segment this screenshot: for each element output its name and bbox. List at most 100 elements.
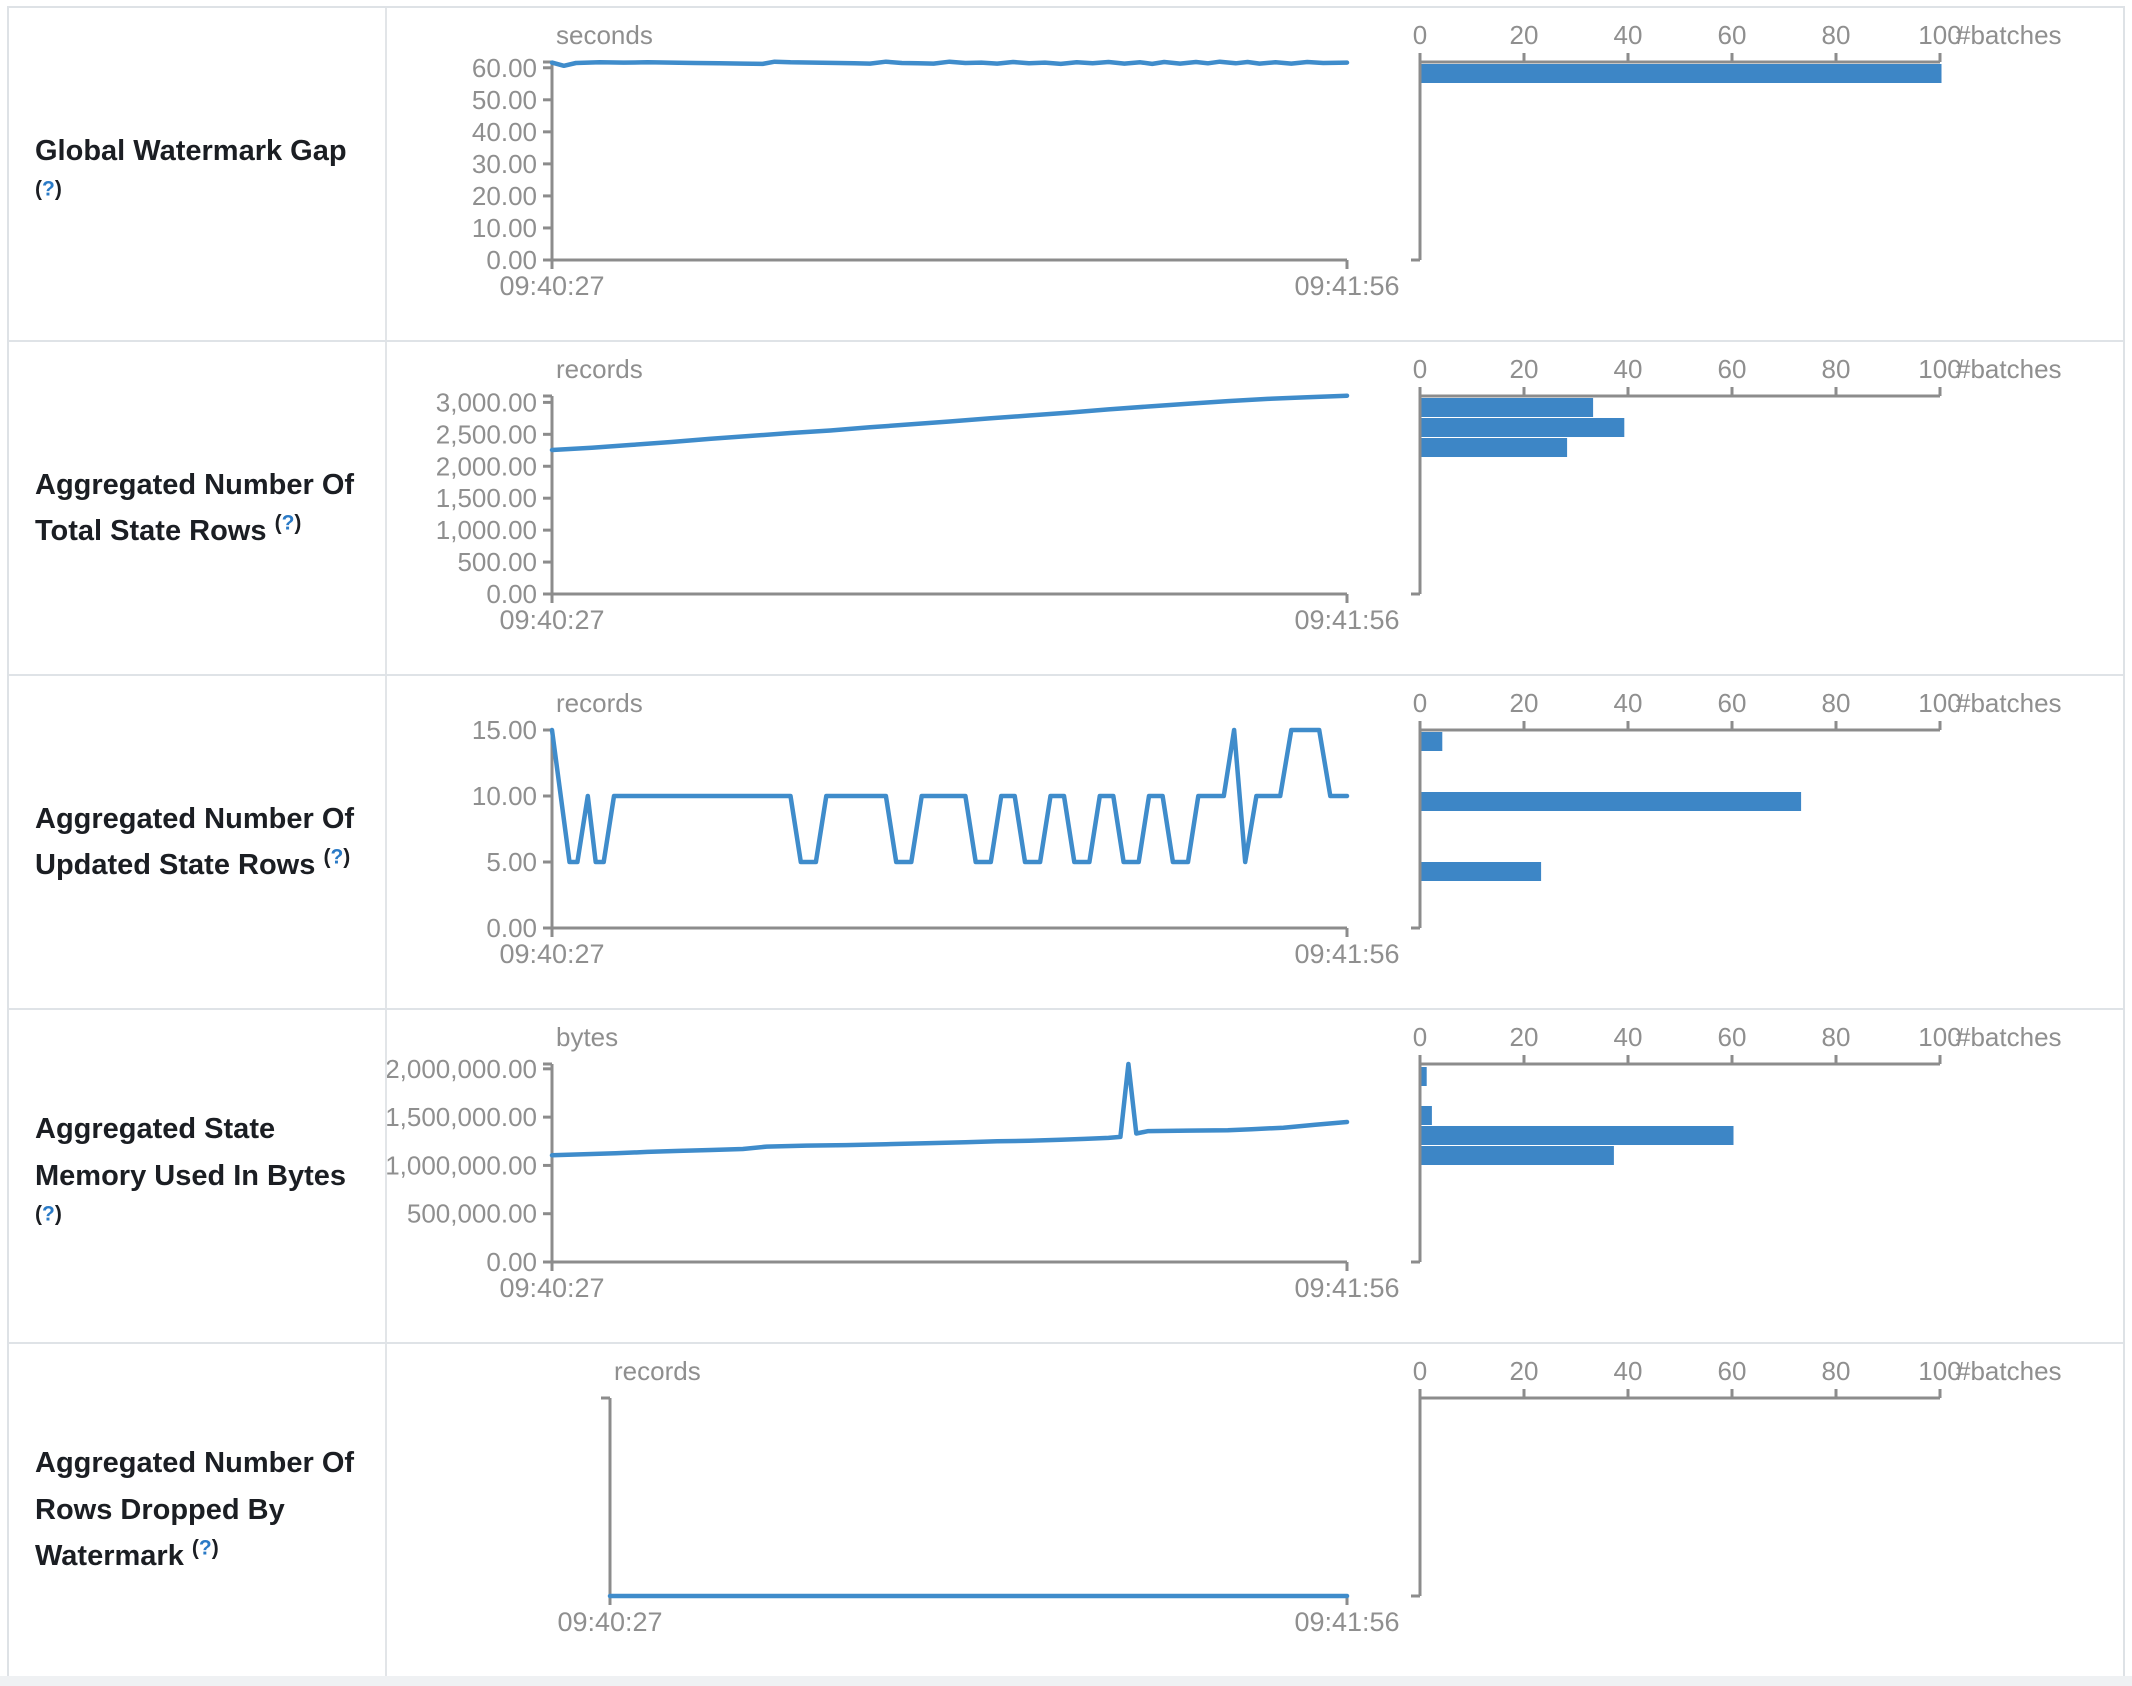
y-tick-label: 2,000.00 [436, 451, 537, 481]
page-bottom-strip [0, 1676, 2132, 1686]
hist-x-tick-label: 40 [1614, 1356, 1643, 1386]
metric-row: records 3,000.00 2,500.00 2,000.00 1,500.00 1… [9, 342, 2123, 676]
metric-row: records 09:40:27 09:41:56 0 20 40 60 80 100 #batc… [9, 1344, 2123, 1676]
histogram-bar [1421, 1067, 1427, 1086]
help-tooltip-link[interactable]: (?) [323, 845, 351, 869]
hist-x-tick-label: 60 [1718, 20, 1747, 50]
help-tooltip-link[interactable]: (?) [274, 511, 302, 535]
y-tick-label: 1,000,000.00 [385, 1150, 537, 1180]
histogram-bar [1421, 398, 1594, 417]
hist-x-tick-label: 60 [1718, 688, 1747, 718]
hist-x-tick-label: 100 [1918, 1022, 1961, 1052]
hist-x-tick-label: 100 [1918, 688, 1961, 718]
y-tick-label: 0.00 [486, 245, 537, 275]
hist-x-tick-label: 80 [1822, 1356, 1851, 1386]
y-tick-label: 5.00 [486, 847, 537, 877]
x-tick-label-start: 09:40:27 [499, 271, 604, 301]
hist-axis-title: #batches [1956, 354, 2062, 384]
metric-label-cell: Aggregated Number Of Rows Dropped By Wat… [9, 1344, 387, 1676]
hist-x-tick-label: 20 [1510, 354, 1539, 384]
hist-x-tick-label: 20 [1510, 20, 1539, 50]
metric-label: Aggregated Number Of Total State Rows [35, 468, 355, 547]
y-tick-label: 40.00 [472, 117, 537, 147]
histogram-bar [1421, 792, 1802, 811]
hist-x-tick-label: 100 [1918, 354, 1961, 384]
unit-label: records [556, 354, 643, 384]
x-tick-label-start: 09:40:27 [557, 1607, 662, 1637]
hist-x-tick-label: 100 [1918, 20, 1961, 50]
y-tick-label: 20.00 [472, 181, 537, 211]
unit-label: bytes [556, 1022, 618, 1052]
hist-x-tick-label: 0 [1413, 354, 1427, 384]
histogram-bar [1421, 732, 1443, 751]
metric-row-chart: bytes 2,000,000.00 1,500,000.00 1,000,000.0… [385, 1022, 2062, 1303]
y-tick-label: 1,000.00 [436, 515, 537, 545]
x-tick-label-end: 09:41:56 [1294, 1607, 1399, 1637]
y-tick-label: 0.00 [486, 579, 537, 609]
question-mark-icon[interactable]: ? [330, 845, 344, 869]
timeline-line [549, 393, 1350, 453]
hist-axis-title: #batches [1956, 1022, 2062, 1052]
hist-axis-title: #batches [1956, 688, 2062, 718]
x-tick-label-end: 09:41:56 [1294, 1273, 1399, 1303]
y-tick-label: 50.00 [472, 85, 537, 115]
hist-x-tick-label: 40 [1614, 354, 1643, 384]
y-tick-label: 2,500.00 [436, 419, 537, 449]
y-tick-label: 500.00 [457, 547, 537, 577]
help-tooltip-link[interactable]: (?) [35, 1202, 62, 1226]
metric-row: records 15.00 10.00 5.00 0.00 09:40:27 09:41:5… [9, 676, 2123, 1010]
metric-row-chart: seconds 60.0050.0040.0030.0020.0010.000.0… [472, 20, 2062, 301]
hist-x-tick-label: 40 [1614, 20, 1643, 50]
x-tick-label-start: 09:40:27 [499, 605, 604, 635]
hist-x-tick-label: 80 [1822, 1022, 1851, 1052]
question-mark-icon[interactable]: ? [281, 511, 295, 535]
unit-label: seconds [556, 20, 653, 50]
x-tick-label-end: 09:41:56 [1294, 605, 1399, 635]
metric-label: Aggregated Number Of Rows Dropped By Wat… [35, 1447, 355, 1573]
hist-x-tick-label: 0 [1413, 1356, 1427, 1386]
help-tooltip-link[interactable]: (?) [35, 177, 62, 201]
question-mark-icon[interactable]: ? [42, 1202, 55, 1226]
y-tick-label: 2,000,000.00 [385, 1054, 537, 1084]
y-tick-label: 1,500.00 [436, 483, 537, 513]
hist-axis-title: #batches [1956, 1356, 2062, 1386]
y-tick-label: 60.00 [472, 53, 537, 83]
y-tick-label: 500,000.00 [407, 1199, 537, 1229]
y-tick-label: 10.00 [472, 213, 537, 243]
histogram-bar [1421, 1146, 1614, 1165]
y-tick-label: 30.00 [472, 149, 537, 179]
y-tick-label: 10.00 [472, 781, 537, 811]
question-mark-icon[interactable]: ? [42, 177, 55, 201]
x-tick-label-end: 09:41:56 [1294, 271, 1399, 301]
help-tooltip-link[interactable]: (?) [191, 1536, 219, 1560]
metric-label: Global Watermark Gap [35, 134, 347, 167]
hist-x-tick-label: 0 [1413, 20, 1427, 50]
hist-x-tick-label: 60 [1718, 354, 1747, 384]
hist-x-tick-label: 40 [1614, 688, 1643, 718]
metrics-table: seconds 60.00 50.00 40.00 30.00 20.00 10.00 0.0… [7, 6, 2125, 1678]
y-tick-label: 15.00 [472, 715, 537, 745]
metric-row-chart: records3,000.002,500.002,000.001,500.001… [436, 354, 2062, 635]
histogram-bar [1421, 438, 1568, 457]
x-tick-label-start: 09:40:27 [499, 1273, 604, 1303]
hist-x-tick-label: 80 [1822, 20, 1851, 50]
hist-x-tick-label: 20 [1510, 1022, 1539, 1052]
hist-x-tick-label: 80 [1822, 354, 1851, 384]
unit-label: records [614, 1356, 701, 1386]
hist-x-tick-label: 80 [1822, 688, 1851, 718]
hist-x-tick-label: 0 [1413, 688, 1427, 718]
hist-x-tick-label: 40 [1614, 1022, 1643, 1052]
histogram-bar [1421, 1126, 1734, 1145]
timeline-line [549, 59, 1350, 69]
hist-x-tick-label: 60 [1718, 1356, 1747, 1386]
question-mark-icon[interactable]: ? [198, 1536, 212, 1560]
histogram-bar [1421, 418, 1625, 437]
hist-x-tick-label: 0 [1413, 1022, 1427, 1052]
metric-label-cell: Aggregated Number Of Total State Rows (?… [9, 342, 387, 674]
hist-x-tick-label: 60 [1718, 1022, 1747, 1052]
metric-label: Aggregated State Memory Used In Bytes [35, 1113, 347, 1192]
metric-row: bytes 2,000,000.00 1,500,000.00 1,000,000.0… [9, 1010, 2123, 1344]
x-tick-label-end: 09:41:56 [1294, 939, 1399, 969]
timeline-line [549, 1061, 1350, 1158]
